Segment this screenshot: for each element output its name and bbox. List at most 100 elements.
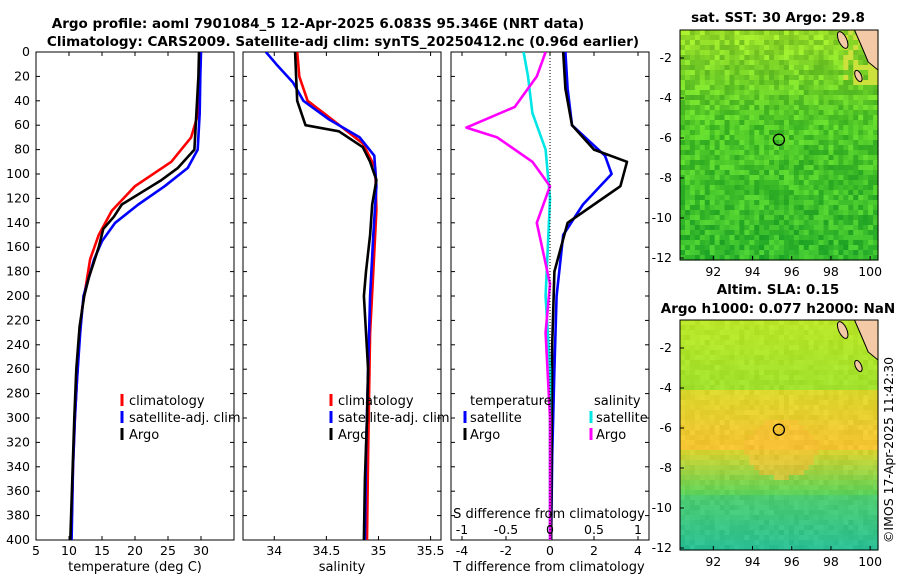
map-cell: [694, 35, 701, 41]
map-cell: [684, 95, 691, 101]
map-cell: [724, 55, 731, 61]
map-cell: [793, 485, 800, 491]
map-cell: [709, 400, 716, 406]
map-cell: [813, 470, 820, 476]
map-cell: [833, 515, 839, 521]
map-cell: [779, 385, 785, 391]
map-cell: [709, 135, 716, 141]
map-cell: [843, 110, 849, 116]
map-cell: [749, 30, 755, 36]
map-cell: [734, 435, 740, 441]
map-cell: [813, 40, 820, 46]
map-cell: [714, 455, 721, 461]
map-cell: [813, 415, 820, 421]
map-cell: [699, 325, 706, 331]
map-cell: [783, 125, 790, 131]
map-cell: [759, 125, 765, 131]
map-cell: [798, 255, 805, 261]
map-cell: [704, 535, 711, 541]
map-cell: [749, 160, 755, 166]
map-cell: [808, 205, 815, 211]
map-cell: [754, 520, 760, 526]
map-cell: [764, 540, 770, 546]
map-cell: [843, 435, 849, 441]
map-cell: [764, 240, 770, 246]
map-cell: [769, 340, 775, 346]
map-cell: [769, 245, 775, 251]
map-cell: [843, 345, 849, 351]
map-cell: [709, 85, 716, 91]
map-cell: [818, 255, 825, 261]
map-cell: [774, 250, 780, 256]
map-cell: [798, 405, 805, 411]
map-cell: [838, 365, 844, 371]
map-cell: [783, 530, 790, 536]
map-cell: [694, 110, 701, 116]
map-cell: [823, 395, 830, 401]
map-cell: [848, 360, 854, 366]
map-cell: [769, 490, 775, 496]
map-cell: [873, 125, 879, 131]
map-cell: [808, 395, 815, 401]
map-cell: [873, 135, 879, 141]
map-cell: [754, 510, 760, 516]
map-cell: [719, 100, 726, 106]
map-cell: [754, 380, 760, 386]
map-cell: [739, 80, 745, 86]
map-cell: [744, 110, 750, 116]
map-cell: [808, 420, 815, 426]
map-cell: [689, 535, 696, 541]
map-cell: [699, 480, 706, 486]
map-cell: [823, 170, 830, 176]
map-cell: [754, 235, 760, 241]
map-cell: [699, 405, 706, 411]
map-cell: [798, 245, 805, 251]
map-cell: [774, 195, 780, 201]
map-cell: [734, 75, 740, 81]
map-cell: [853, 80, 859, 86]
map-cell: [764, 480, 770, 486]
map-cell: [719, 485, 726, 491]
map-cell: [813, 535, 820, 541]
map-cell: [818, 445, 825, 451]
map-cell: [798, 410, 805, 416]
depth-tick-label: 340: [6, 459, 30, 474]
map-cell: [699, 240, 706, 246]
map-cell: [783, 470, 790, 476]
map-cell: [759, 390, 765, 396]
map-cell: [808, 545, 815, 551]
map-cell: [724, 525, 731, 531]
map-cell: [868, 65, 874, 71]
map-cell: [813, 70, 820, 76]
map-cell: [699, 385, 706, 391]
map-cell: [818, 160, 825, 166]
map-cell: [783, 65, 790, 71]
map-cell: [828, 415, 835, 421]
map-cell: [833, 110, 839, 116]
map-cell: [749, 45, 755, 51]
map-cell: [749, 135, 755, 141]
map-cell: [843, 495, 849, 501]
map-cell: [813, 425, 820, 431]
map-cell: [823, 510, 830, 516]
map-cell: [704, 440, 711, 446]
map-cell: [853, 210, 859, 216]
map-cell: [868, 105, 874, 111]
map-cell: [749, 170, 755, 176]
map-cell: [769, 40, 775, 46]
map-cell: [788, 245, 795, 251]
map-cell: [873, 90, 879, 96]
map-cell: [749, 390, 755, 396]
map-cell: [694, 145, 701, 151]
map-cell: [694, 80, 701, 86]
map-cell: [699, 335, 706, 341]
map-cell: [828, 105, 835, 111]
map-cell: [808, 90, 815, 96]
map-cell: [858, 145, 864, 151]
map-cell: [838, 185, 844, 191]
map-cell: [798, 435, 805, 441]
map-cell: [783, 350, 790, 356]
map-cell: [833, 30, 839, 36]
map-cell: [863, 410, 869, 416]
map-cell: [823, 480, 830, 486]
